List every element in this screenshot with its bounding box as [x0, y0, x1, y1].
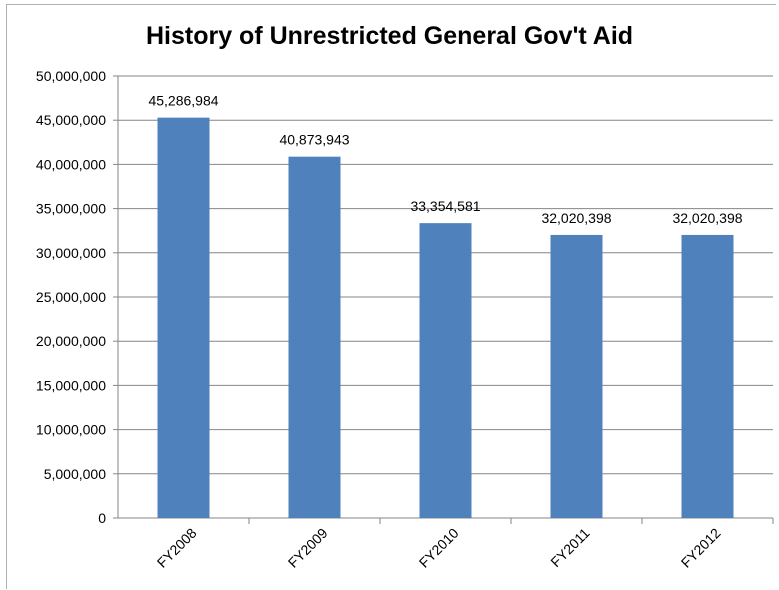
y-tick-label: 5,000,000: [44, 466, 106, 482]
y-tick-label: 25,000,000: [36, 289, 106, 305]
y-tick-label: 0: [98, 510, 106, 526]
bar: [681, 234, 734, 518]
chart-title: History of Unrestricted General Gov't Ai…: [145, 22, 634, 50]
y-tick-label: 30,000,000: [36, 245, 106, 261]
y-tick-label: 10,000,000: [36, 422, 106, 438]
y-tick-label: 45,000,000: [36, 112, 106, 128]
bar: [288, 156, 341, 518]
x-tick-label: FY2011: [547, 525, 592, 570]
bar: [419, 223, 472, 518]
y-tick-label: 15,000,000: [36, 377, 106, 393]
bar: [157, 117, 210, 519]
x-tick-label: FY2009: [285, 525, 331, 571]
y-tick-label: 50,000,000: [36, 68, 106, 84]
data-label: 32,020,398: [672, 210, 742, 226]
x-tick-label: FY2012: [678, 525, 724, 571]
bar: [550, 234, 603, 518]
y-tick-label: 20,000,000: [36, 333, 106, 349]
y-tick-label: 40,000,000: [36, 156, 106, 172]
data-label: 45,286,984: [148, 93, 218, 109]
x-tick-label: FY2008: [154, 525, 200, 571]
x-tick-label: FY2010: [416, 525, 462, 571]
data-label: 32,020,398: [541, 210, 611, 226]
data-label: 33,354,581: [410, 198, 480, 214]
y-tick-label: 35,000,000: [36, 201, 106, 217]
data-label: 40,873,943: [279, 132, 349, 148]
